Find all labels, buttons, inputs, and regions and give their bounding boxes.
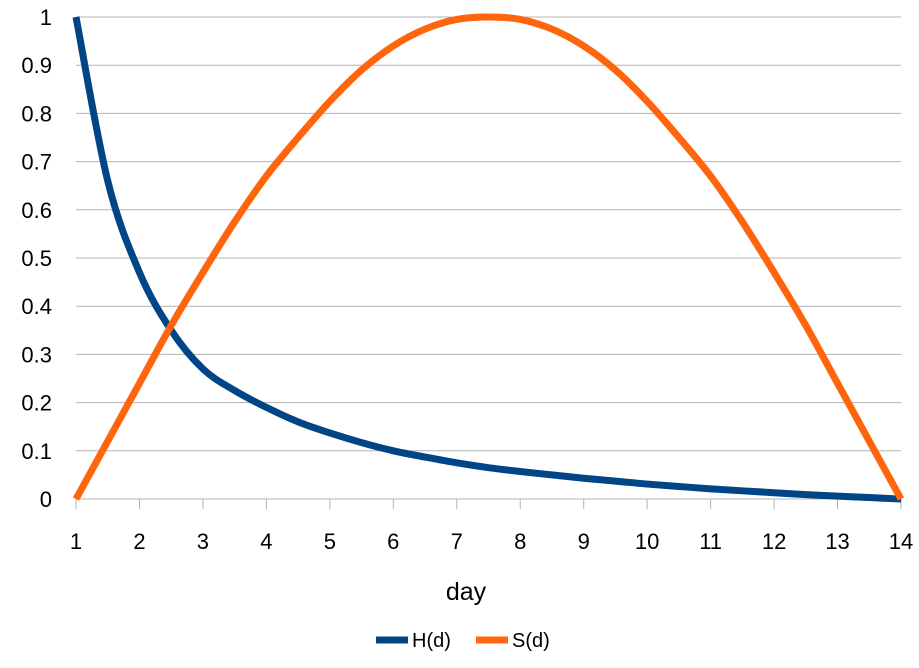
x-tick-label: 8 — [514, 529, 526, 554]
x-tick-labels: 1 2 3 4 5 6 7 8 9 10 11 12 13 14 — [70, 529, 913, 554]
y-tick-label: 0.3 — [21, 342, 52, 367]
x-tick-label: 12 — [762, 529, 786, 554]
x-tick-label: 5 — [324, 529, 336, 554]
y-tick-labels: 0 0.1 0.2 0.3 0.4 0.5 0.6 0.7 0.8 0.9 1 — [21, 5, 52, 512]
x-tick-label: 9 — [578, 529, 590, 554]
x-tick-label: 10 — [635, 529, 659, 554]
x-tick-label: 11 — [699, 529, 722, 554]
series-line-h-d — [72, 16, 902, 503]
legend-item-h-d: H(d) — [376, 630, 451, 652]
series-line-s-d — [72, 13, 905, 501]
y-tick-label: 0.6 — [21, 198, 52, 223]
y-tick-label: 0.7 — [21, 150, 52, 175]
y-tick-label: 0.1 — [21, 439, 52, 464]
legend-label: S(d) — [512, 630, 550, 652]
x-tick-label: 6 — [387, 529, 399, 554]
y-tick-label: 0.2 — [21, 391, 52, 416]
y-tick-label: 0.9 — [21, 53, 52, 78]
legend: H(d) S(d) — [376, 630, 550, 652]
x-axis-title: day — [446, 578, 487, 606]
y-tick-label: 0 — [40, 487, 52, 512]
axes — [75, 498, 902, 509]
x-tick-label: 4 — [260, 529, 272, 554]
x-tick-label: 3 — [197, 529, 209, 554]
x-tick-label: 1 — [70, 529, 82, 554]
x-tick-label: 7 — [451, 529, 463, 554]
y-tick-label: 0.4 — [21, 294, 52, 319]
x-tick-label: 2 — [133, 529, 145, 554]
series-lines — [72, 13, 905, 503]
x-tick-label: 14 — [889, 529, 913, 554]
y-tick-label: 0.5 — [21, 246, 52, 271]
gridlines — [76, 16, 901, 452]
x-tick-label: 13 — [825, 529, 849, 554]
y-tick-label: 1 — [40, 5, 52, 30]
y-tick-label: 0.8 — [21, 101, 52, 126]
legend-item-s-d: S(d) — [476, 630, 550, 652]
legend-label: H(d) — [412, 630, 451, 652]
